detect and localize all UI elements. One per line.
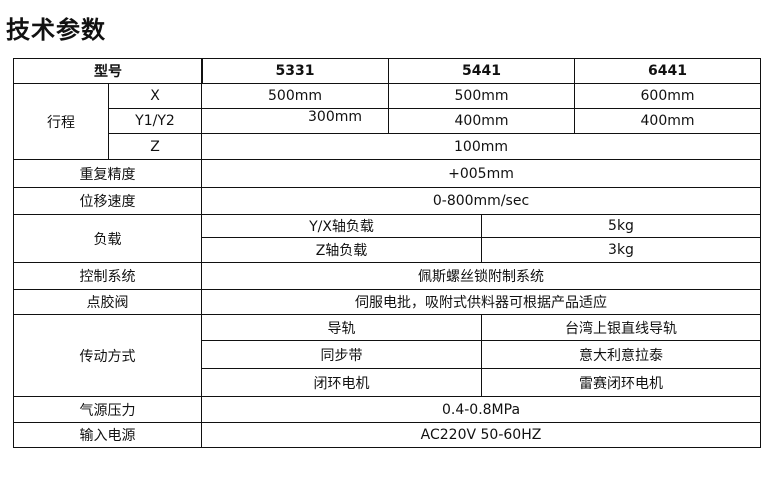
drive-value: 台湾上银直线导轨 [481,314,761,341]
page-title: 技术参数 [6,16,106,44]
model-5441: 5441 [388,58,575,84]
power-label: 输入电源 [13,422,202,448]
valve-label: 点胶阀 [13,289,202,315]
load-name: Z轴负载 [201,237,482,263]
control-label: 控制系统 [13,262,202,290]
stroke-y-label: Y1/Y2 [108,108,202,134]
stroke-y-5441: 400mm [388,108,575,134]
stroke-y-5331: 300mm [201,108,389,134]
load-name: Y/X轴负载 [201,214,482,238]
control-value: 佩斯螺丝锁附制系统 [201,262,761,290]
drive-value: 雷赛闭环电机 [481,368,761,397]
stroke-y-6441: 400mm [574,108,761,134]
stroke-z-value: 100mm [201,133,761,160]
load-value: 5kg [481,214,761,238]
speed-value: 0-800mm/sec [201,187,761,215]
model-5331: 5331 [201,58,389,84]
drive-name: 导轨 [201,314,482,341]
drive-value: 意大利意拉泰 [481,340,761,369]
model-6441: 6441 [574,58,761,84]
air-label: 气源压力 [13,396,202,423]
stroke-x-5331: 500mm [201,83,389,109]
drive-name: 闭环电机 [201,368,482,397]
model-header: 型号 [13,58,203,84]
drive-label: 传动方式 [13,314,202,397]
stroke-x-5441: 500mm [388,83,575,109]
load-label: 负载 [13,214,202,263]
repeat-precision-value: +005mm [201,159,761,188]
power-value: AC220V 50-60HZ [201,422,761,448]
air-value: 0.4-0.8MPa [201,396,761,423]
repeat-precision-label: 重复精度 [13,159,202,188]
stroke-x-6441: 600mm [574,83,761,109]
speed-label: 位移速度 [13,187,202,215]
stroke-z-label: Z [108,133,202,160]
stroke-x-label: X [108,83,202,109]
valve-value: 伺服电批，吸附式供料器可根据产品适应 [201,289,761,315]
drive-name: 同步带 [201,340,482,369]
stroke-label: 行程 [13,83,109,160]
load-value: 3kg [481,237,761,263]
